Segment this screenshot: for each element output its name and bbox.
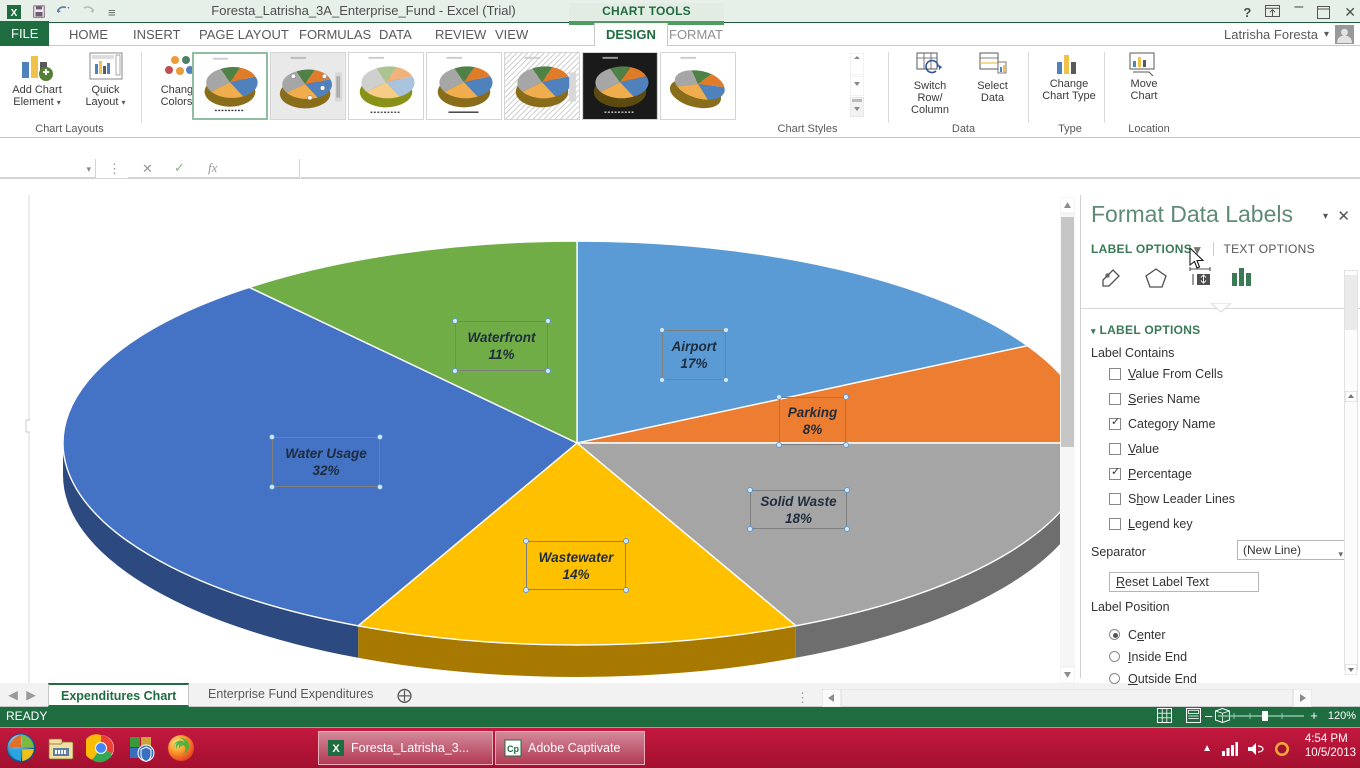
svg-text:X: X	[332, 743, 340, 755]
svg-text:Cp: Cp	[507, 744, 519, 754]
